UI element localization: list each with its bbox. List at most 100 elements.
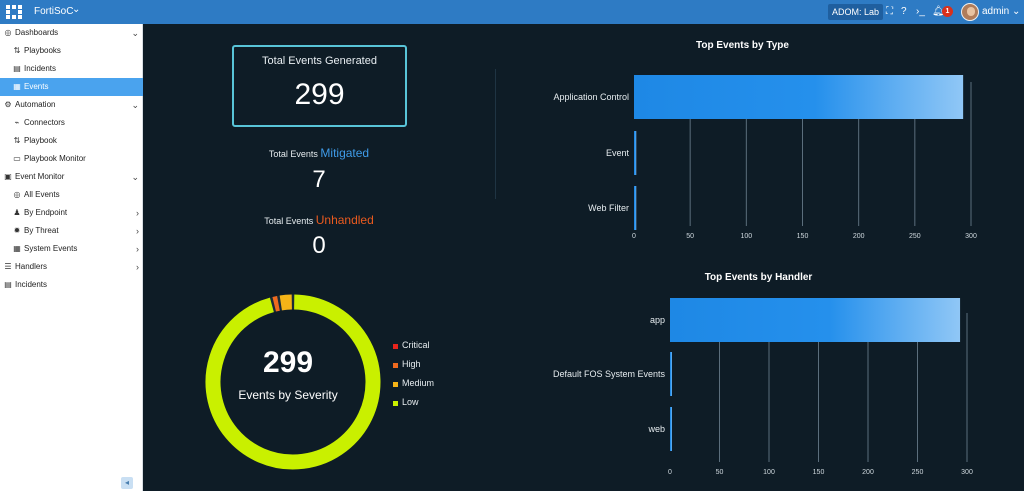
sidebar-item-label: All Events bbox=[24, 190, 60, 199]
mitigated-highlight: Mitigated bbox=[320, 146, 370, 160]
chevron-down-icon[interactable]: ⌄ bbox=[72, 4, 81, 15]
sidebar-item-by-threat[interactable]: ✹ By Threat › bbox=[0, 222, 143, 240]
x-tick-label: 100 bbox=[763, 469, 775, 476]
sidebar: ◎ Dashboards ⌄ ⇅ Playbooks ▤ Incidents ▦ Events ⚙… bbox=[0, 24, 143, 491]
collapse-sidebar-button[interactable]: ◂ bbox=[121, 477, 133, 489]
donut-slice-high[interactable] bbox=[272, 295, 280, 312]
fullscreen-icon[interactable]: ⛶ bbox=[886, 6, 893, 17]
severity-chart-label: Events by Severity bbox=[238, 388, 338, 402]
monitor-icon: ▭ bbox=[13, 154, 21, 163]
dashboard-main: Total Events Generated 299 Total Events … bbox=[143, 24, 1024, 491]
bell-icon[interactable]: 🔔︎ bbox=[932, 6, 945, 17]
sidebar-item-handlers[interactable]: ☰ Handlers › bbox=[0, 258, 143, 276]
incidents-icon: ▤ bbox=[4, 280, 12, 289]
bar-event[interactable] bbox=[634, 131, 637, 175]
sidebar-item-by-endpoint[interactable]: ♟ By Endpoint › bbox=[0, 204, 143, 222]
top-events-by-type-chart: Top Events by Type 0 50 100 150 200 250 300 Appl… bbox=[553, 40, 977, 240]
total-events-generated-value: 299 bbox=[294, 78, 345, 111]
chevron-right-icon[interactable]: › bbox=[136, 226, 139, 236]
sidebar-item-label: Handlers bbox=[15, 262, 48, 271]
sidebar-item-label: Connectors bbox=[24, 118, 65, 127]
sidebar-item-events[interactable]: ▦ Events bbox=[0, 78, 143, 96]
unhandled-prefix: Total Events bbox=[264, 216, 316, 226]
adom-selector[interactable]: ADOM: Lab bbox=[828, 4, 884, 20]
severity-donut-chart[interactable] bbox=[198, 287, 388, 477]
legend-item-low[interactable]: Low bbox=[393, 397, 473, 411]
x-tick-label: 50 bbox=[716, 469, 724, 476]
chevron-down-icon[interactable]: ⌄ bbox=[131, 100, 139, 110]
divider bbox=[495, 69, 496, 199]
category-label: Default FOS System Events bbox=[553, 369, 666, 379]
x-tick-label: 300 bbox=[965, 233, 977, 240]
x-tick-label: 250 bbox=[909, 233, 921, 240]
sidebar-item-label: System Events bbox=[24, 244, 78, 253]
mitigated-prefix: Total Events bbox=[268, 149, 321, 159]
sidebar-item-dashboards[interactable]: ◎ Dashboards ⌄ bbox=[0, 24, 143, 42]
x-tick-label: 0 bbox=[632, 233, 636, 240]
x-tick-label: 200 bbox=[853, 233, 865, 240]
playbook-icon: ⇅ bbox=[13, 136, 21, 145]
sidebar-item-label: By Threat bbox=[24, 226, 59, 235]
sidebar-item-connectors[interactable]: ⌁ Connectors bbox=[0, 114, 143, 132]
chevron-down-icon[interactable]: ⌄ bbox=[131, 28, 139, 38]
user-menu[interactable]: admin ⌄ bbox=[982, 6, 1021, 17]
total-events-generated-label: Total Events Generated bbox=[262, 55, 377, 67]
fortinet-logo-icon[interactable] bbox=[6, 5, 22, 19]
user-avatar[interactable] bbox=[961, 3, 979, 21]
bar-application-control[interactable] bbox=[634, 75, 964, 119]
sidebar-item-event-monitor[interactable]: ▣ Event Monitor ⌄ bbox=[0, 168, 143, 186]
x-tick-label: 100 bbox=[740, 233, 752, 240]
endpoint-icon: ♟ bbox=[13, 208, 21, 217]
legend-item-medium[interactable]: Medium bbox=[393, 378, 473, 392]
x-tick-label: 150 bbox=[797, 233, 809, 240]
bar-web[interactable] bbox=[670, 407, 672, 451]
dashboard-icon: ◎ bbox=[4, 28, 12, 37]
sidebar-item-playbooks[interactable]: ⇅ Playbooks bbox=[0, 42, 143, 60]
legend-swatch bbox=[393, 363, 398, 368]
total-events-unhandled-value[interactable]: 0 bbox=[312, 232, 326, 259]
bar-default-fos-system-events[interactable] bbox=[670, 352, 672, 396]
notification-badge[interactable]: 1 bbox=[942, 6, 953, 17]
sidebar-item-label: Incidents bbox=[24, 64, 57, 73]
x-tick-label: 150 bbox=[813, 469, 825, 476]
sidebar-item-incidents[interactable]: ▤ Incidents bbox=[0, 60, 143, 78]
sidebar-item-playbook[interactable]: ⇅ Playbook bbox=[0, 132, 143, 150]
sidebar-item-system-events[interactable]: ▦ System Events › bbox=[0, 240, 143, 258]
legend-label: Medium bbox=[402, 378, 435, 388]
sidebar-item-all-events[interactable]: ◎ All Events bbox=[0, 186, 143, 204]
bar-app[interactable] bbox=[670, 298, 961, 342]
chart-title: Top Events by Handler bbox=[705, 272, 813, 283]
category-label: Application Control bbox=[553, 92, 629, 102]
chevron-right-icon[interactable]: › bbox=[136, 208, 139, 218]
sidebar-item-label: Event Monitor bbox=[15, 172, 65, 181]
severity-total-value: 299 bbox=[262, 346, 314, 379]
total-events-generated-card[interactable]: Total Events Generated 299 bbox=[232, 45, 407, 127]
category-label: app bbox=[650, 315, 665, 325]
total-events-mitigated-value[interactable]: 7 bbox=[312, 166, 326, 193]
sidebar-item-label: Playbook Monitor bbox=[24, 154, 86, 163]
legend-swatch bbox=[393, 401, 398, 406]
chevron-down-icon[interactable]: ⌄ bbox=[131, 172, 139, 182]
legend-item-critical[interactable]: Critical bbox=[393, 340, 473, 354]
legend-swatch bbox=[393, 382, 398, 387]
sidebar-item-label: Incidents bbox=[15, 280, 48, 289]
legend-item-high[interactable]: High bbox=[393, 359, 473, 373]
donut-slice-medium[interactable] bbox=[279, 294, 293, 311]
category-label: Event bbox=[606, 148, 630, 158]
event-monitor-icon: ▣ bbox=[4, 172, 12, 181]
chart-title: Top Events by Type bbox=[696, 40, 789, 51]
cli-console-icon[interactable]: ›_ bbox=[916, 6, 925, 17]
connectors-icon: ⌁ bbox=[14, 118, 20, 127]
bar-web-filter[interactable] bbox=[634, 186, 637, 230]
sidebar-item-automation[interactable]: ⚙ Automation ⌄ bbox=[0, 96, 143, 114]
chevron-right-icon[interactable]: › bbox=[136, 262, 139, 272]
donut-slice-low[interactable] bbox=[205, 294, 381, 470]
help-icon[interactable]: ? bbox=[901, 6, 907, 17]
sidebar-item-label: Dashboards bbox=[15, 28, 59, 37]
threat-icon: ✹ bbox=[13, 226, 21, 235]
chevron-right-icon[interactable]: › bbox=[136, 244, 139, 254]
total-events-mitigated-label: Total Events Mitigated bbox=[219, 146, 419, 160]
sidebar-item-incidents[interactable]: ▤ Incidents bbox=[0, 276, 143, 294]
app-switcher-name[interactable]: FortiSoC bbox=[34, 6, 74, 17]
sidebar-item-playbook-monitor[interactable]: ▭ Playbook Monitor bbox=[0, 150, 143, 168]
